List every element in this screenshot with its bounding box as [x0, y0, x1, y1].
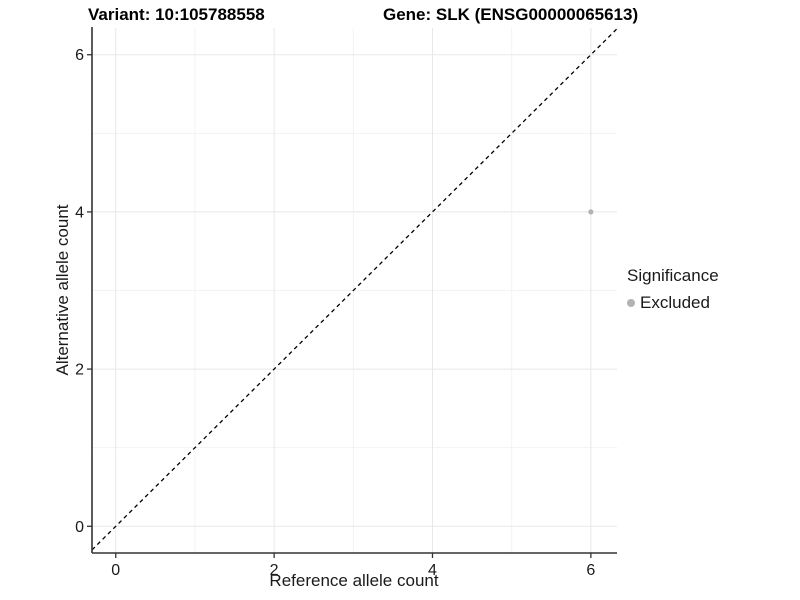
y-tick-label: 6: [75, 47, 84, 64]
y-tick-label: 4: [75, 204, 84, 221]
y-tick-label: 0: [75, 519, 84, 536]
identity-dashed-line: [91, 28, 618, 551]
y-tick-label: 2: [75, 362, 84, 379]
x-tick-label: 2: [270, 562, 279, 579]
y-axis-title: Alternative allele count: [53, 204, 72, 376]
data-point-excluded: [588, 209, 594, 215]
gene-title: Gene: SLK (ENSG00000065613): [383, 5, 639, 24]
legend-title: Significance: [627, 266, 719, 285]
legend: Significance Excluded: [627, 266, 719, 313]
x-tick-label: 6: [586, 562, 595, 579]
legend-entry-excluded: Excluded: [627, 293, 719, 313]
x-tick-label: 4: [428, 562, 437, 579]
legend-entry-label: Excluded: [640, 293, 710, 312]
x-axis-title: Reference allele count: [269, 571, 439, 590]
x-tick-label: 0: [111, 562, 120, 579]
excluded-point-icon: [627, 299, 635, 307]
variant-title: Variant: 10:105788558: [88, 5, 265, 24]
